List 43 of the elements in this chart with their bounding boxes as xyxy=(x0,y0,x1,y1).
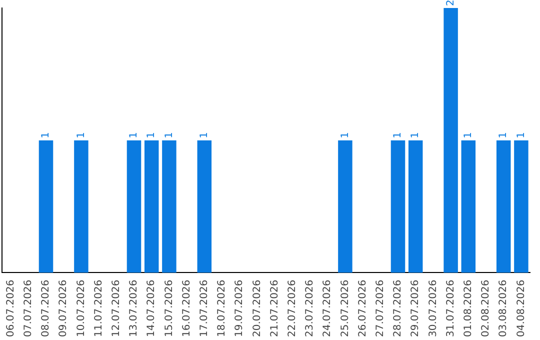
x-tick-label: 16.07.2026 xyxy=(181,280,192,338)
data-label: 1 xyxy=(198,132,210,138)
data-label: 1 xyxy=(76,132,87,138)
x-tick-label: 22.07.2026 xyxy=(286,280,298,338)
x-tick-label: 25.07.2026 xyxy=(340,280,351,338)
x-tick-label: 20.07.2026 xyxy=(252,280,263,338)
x-tick-label: 14.07.2026 xyxy=(146,280,158,338)
x-tick-label: 01.08.2026 xyxy=(462,280,474,338)
x-tick-label: 12.07.2026 xyxy=(110,280,122,338)
x-tick-label: 04.08.2026 xyxy=(516,280,527,338)
data-label: 1 xyxy=(164,132,175,138)
data-label: 1 xyxy=(392,132,404,138)
x-tick-label: 10.07.2026 xyxy=(76,280,87,338)
x-tick-label: 03.08.2026 xyxy=(498,280,510,338)
data-label: 1 xyxy=(498,132,510,138)
data-label: 1 xyxy=(40,132,52,138)
x-tick-label: 09.07.2026 xyxy=(58,280,70,338)
data-label: 2 xyxy=(445,0,456,6)
data-label: 1 xyxy=(340,132,351,138)
x-tick-label: 15.07.2026 xyxy=(164,280,175,338)
x-tick-label: 19.07.2026 xyxy=(234,280,246,338)
x-tick-label: 11.07.2026 xyxy=(93,280,104,338)
data-label: 1 xyxy=(462,132,474,138)
x-tick-label: 26.07.2026 xyxy=(357,280,368,338)
x-tick-label: 29.07.2026 xyxy=(410,280,422,338)
x-tick-label: 17.07.2026 xyxy=(198,280,210,338)
x-tick-label: 08.07.2026 xyxy=(40,280,52,338)
data-label: 1 xyxy=(410,132,422,138)
x-tick-label: 31.07.2026 xyxy=(445,280,456,338)
data-label: 1 xyxy=(146,132,158,138)
x-tick-label: 23.07.2026 xyxy=(304,280,316,338)
data-label: 1 xyxy=(516,132,527,138)
x-tick-label: 18.07.2026 xyxy=(216,280,228,338)
x-tick-label: 06.07.2026 xyxy=(5,280,16,338)
x-tick-label: 21.07.2026 xyxy=(269,280,280,338)
x-tick-label: 13.07.2026 xyxy=(128,280,140,338)
x-tick-label: 30.07.2026 xyxy=(428,280,439,338)
x-tick-label: 02.08.2026 xyxy=(480,280,492,338)
x-tick-label: 24.07.2026 xyxy=(322,280,334,338)
data-label: 1 xyxy=(128,132,140,138)
x-tick-label: 07.07.2026 xyxy=(22,280,34,338)
x-tick-label: 28.07.2026 xyxy=(392,280,404,338)
x-tick-label: 27.07.2026 xyxy=(374,280,386,338)
